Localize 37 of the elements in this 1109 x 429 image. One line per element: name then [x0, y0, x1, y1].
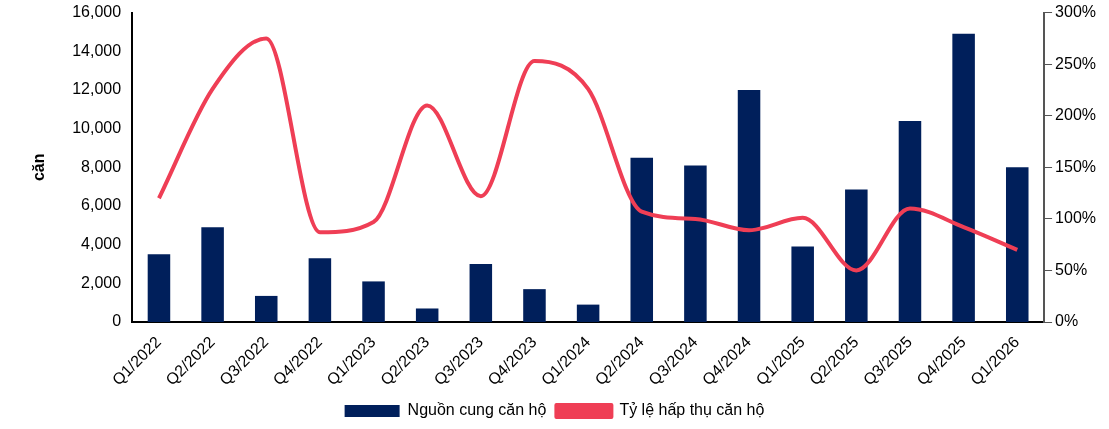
bar: [684, 165, 707, 323]
y-axis-title: căn: [30, 153, 48, 182]
bar: [254, 295, 278, 323]
bar: [469, 264, 493, 323]
bar: [147, 254, 171, 323]
legend-label: Nguồn cung căn hộ: [407, 401, 547, 419]
bar: [898, 120, 922, 323]
y-tick-label: 2,000: [81, 273, 122, 291]
bar: [845, 189, 868, 323]
bar: [791, 246, 814, 323]
y-tick-label: 14,000: [72, 41, 122, 59]
bar: [1005, 167, 1029, 323]
bar: [362, 281, 385, 323]
y2-tick-label: 100%: [1055, 209, 1096, 227]
y2-tick-label: 150%: [1055, 157, 1096, 175]
y-tick-label: 0: [112, 312, 122, 330]
y2-tick-label: 250%: [1055, 54, 1096, 72]
line-series: [156, 36, 1020, 273]
y2-tick-label: 300%: [1055, 3, 1096, 21]
y2-tick-label: 50%: [1055, 260, 1088, 278]
y2-tick-label: 200%: [1055, 106, 1096, 124]
y2-tick-label: 0%: [1055, 312, 1079, 330]
bar: [737, 89, 761, 323]
y-tick-label: 6,000: [81, 196, 122, 214]
legend-label: Tỷ lệ hấp thụ căn hộ: [619, 401, 765, 419]
y-tick-label: 8,000: [81, 157, 122, 175]
bar: [523, 289, 546, 323]
bar: [576, 304, 600, 323]
bar: [952, 33, 975, 323]
bar: [201, 227, 224, 323]
bar: [415, 308, 439, 323]
bar: [630, 157, 654, 323]
y-tick-label: 16,000: [72, 3, 122, 21]
y-tick-label: 4,000: [81, 235, 122, 253]
bar: [308, 258, 332, 323]
y-tick-label: 12,000: [72, 80, 122, 98]
y-tick-label: 10,000: [72, 119, 122, 137]
